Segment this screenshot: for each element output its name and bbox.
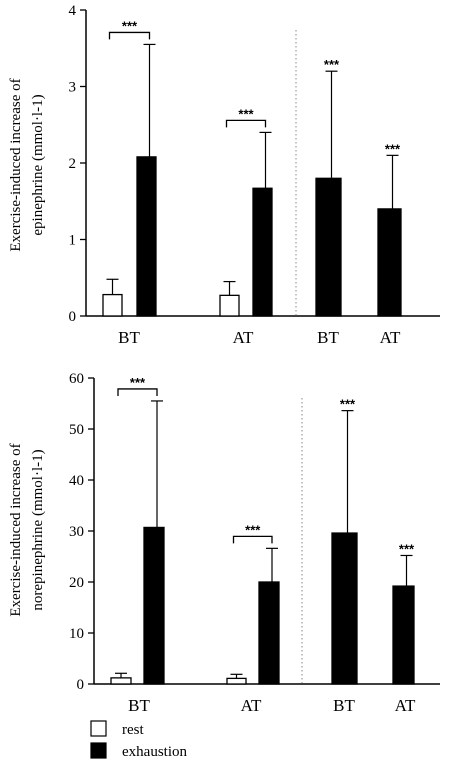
significance-bracket [117, 388, 158, 396]
bar-rest [226, 677, 247, 685]
y-axis-label: norepinephrine (mmol·l-1) [30, 449, 46, 610]
y-tick-label: 4 [69, 3, 77, 19]
significance-label: *** [340, 397, 356, 412]
significance-label: *** [324, 57, 340, 72]
y-axis-label: Exercise-induced increase of [8, 443, 24, 616]
y-tick-label: 20 [69, 575, 84, 591]
category-label: AT [233, 328, 254, 347]
legend: rest exhaustion [90, 720, 187, 760]
bar-exhaustion [252, 187, 273, 317]
y-tick-label: 60 [69, 371, 84, 387]
bar-exhaustion [392, 585, 415, 685]
bar-exhaustion [315, 177, 342, 317]
y-tick-label: 50 [69, 422, 84, 438]
y-tick-label: 40 [69, 473, 84, 489]
significance-label: *** [245, 522, 261, 537]
category-label: AT [395, 696, 416, 715]
category-label: BT [118, 328, 140, 347]
category-label: BT [128, 696, 150, 715]
bar-exhaustion [377, 208, 402, 317]
category-label: AT [241, 696, 262, 715]
significance-label: *** [385, 141, 401, 156]
bar-rest [219, 294, 240, 317]
bar-exhaustion [258, 581, 280, 685]
legend-label-exhaustion: exhaustion [122, 744, 187, 760]
bar-exhaustion [143, 526, 165, 685]
significance-bracket [108, 31, 151, 40]
legend-label-rest: rest [122, 722, 144, 738]
category-label: BT [317, 328, 339, 347]
bar-exhaustion [331, 532, 358, 685]
epinephrine-panel: 0 1 2 3 4 Exercise-induced increase of epineph… [8, 3, 440, 347]
y-tick-label: 0 [77, 677, 85, 693]
norepinephrine-panel: 0 10 20 30 40 50 60 Exercise-induced increase o… [8, 371, 440, 715]
y-tick-label: 1 [69, 233, 77, 249]
bar-rest [110, 677, 132, 685]
y-tick-label: 30 [69, 524, 84, 540]
y-tick-label: 0 [69, 309, 77, 325]
y-tick-label: 10 [69, 626, 84, 642]
y-axis-label: Exercise-induced increase of [8, 78, 24, 251]
y-axis-label: epinephrine (mmol·l-1) [30, 94, 46, 235]
legend-swatch-rest [90, 720, 107, 737]
y-tick-label: 2 [69, 156, 77, 172]
bar-rest [102, 293, 123, 317]
y-tick-label: 3 [69, 80, 77, 96]
category-label: AT [380, 328, 401, 347]
significance-label: *** [399, 541, 415, 556]
significance-label: *** [130, 375, 146, 390]
legend-swatch-exhaustion [90, 742, 107, 759]
category-label: BT [333, 696, 355, 715]
significance-label: *** [122, 18, 138, 33]
significance-bracket [232, 535, 273, 544]
bar-exhaustion [136, 156, 157, 317]
significance-bracket [225, 119, 267, 128]
significance-label: *** [238, 106, 254, 121]
